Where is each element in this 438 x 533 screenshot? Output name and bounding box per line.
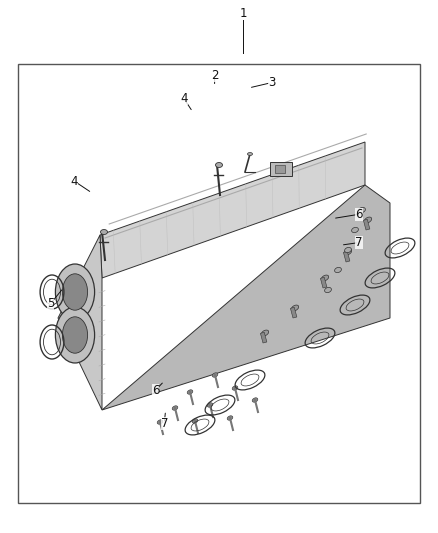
Ellipse shape: [55, 264, 95, 320]
Ellipse shape: [227, 416, 233, 420]
Ellipse shape: [192, 419, 198, 423]
Ellipse shape: [335, 268, 341, 273]
Text: 7: 7: [355, 236, 363, 249]
Ellipse shape: [172, 406, 178, 410]
Ellipse shape: [215, 163, 223, 167]
Ellipse shape: [247, 152, 252, 156]
Ellipse shape: [291, 305, 299, 311]
Text: 3: 3: [268, 76, 275, 89]
Bar: [18, 64, 420, 503]
Polygon shape: [100, 142, 365, 278]
Polygon shape: [58, 235, 102, 410]
Ellipse shape: [232, 386, 238, 390]
Ellipse shape: [100, 230, 107, 235]
Bar: [290, 308, 297, 318]
Bar: [321, 277, 327, 288]
Ellipse shape: [345, 247, 351, 253]
Text: 6: 6: [355, 208, 363, 221]
Text: 6: 6: [152, 384, 159, 397]
Ellipse shape: [364, 217, 372, 223]
Text: 4: 4: [71, 175, 78, 188]
Ellipse shape: [252, 398, 258, 402]
Text: 7: 7: [160, 417, 168, 430]
Ellipse shape: [344, 249, 352, 255]
Polygon shape: [102, 185, 390, 410]
Text: 5: 5: [47, 297, 54, 310]
Ellipse shape: [261, 330, 268, 336]
Text: 2: 2: [211, 69, 219, 82]
Ellipse shape: [62, 274, 88, 310]
Ellipse shape: [55, 307, 95, 363]
Ellipse shape: [207, 403, 213, 407]
Ellipse shape: [187, 390, 193, 394]
Bar: [275, 165, 285, 173]
Bar: [343, 251, 350, 262]
Ellipse shape: [62, 317, 88, 353]
Text: 4: 4: [180, 92, 188, 105]
Bar: [364, 219, 370, 230]
Bar: [261, 332, 267, 343]
Ellipse shape: [359, 207, 365, 213]
Ellipse shape: [157, 420, 163, 424]
Text: 1: 1: [239, 7, 247, 20]
Ellipse shape: [212, 373, 218, 377]
Ellipse shape: [325, 287, 332, 293]
Ellipse shape: [321, 275, 328, 281]
Ellipse shape: [352, 228, 358, 232]
Bar: [270, 162, 292, 176]
